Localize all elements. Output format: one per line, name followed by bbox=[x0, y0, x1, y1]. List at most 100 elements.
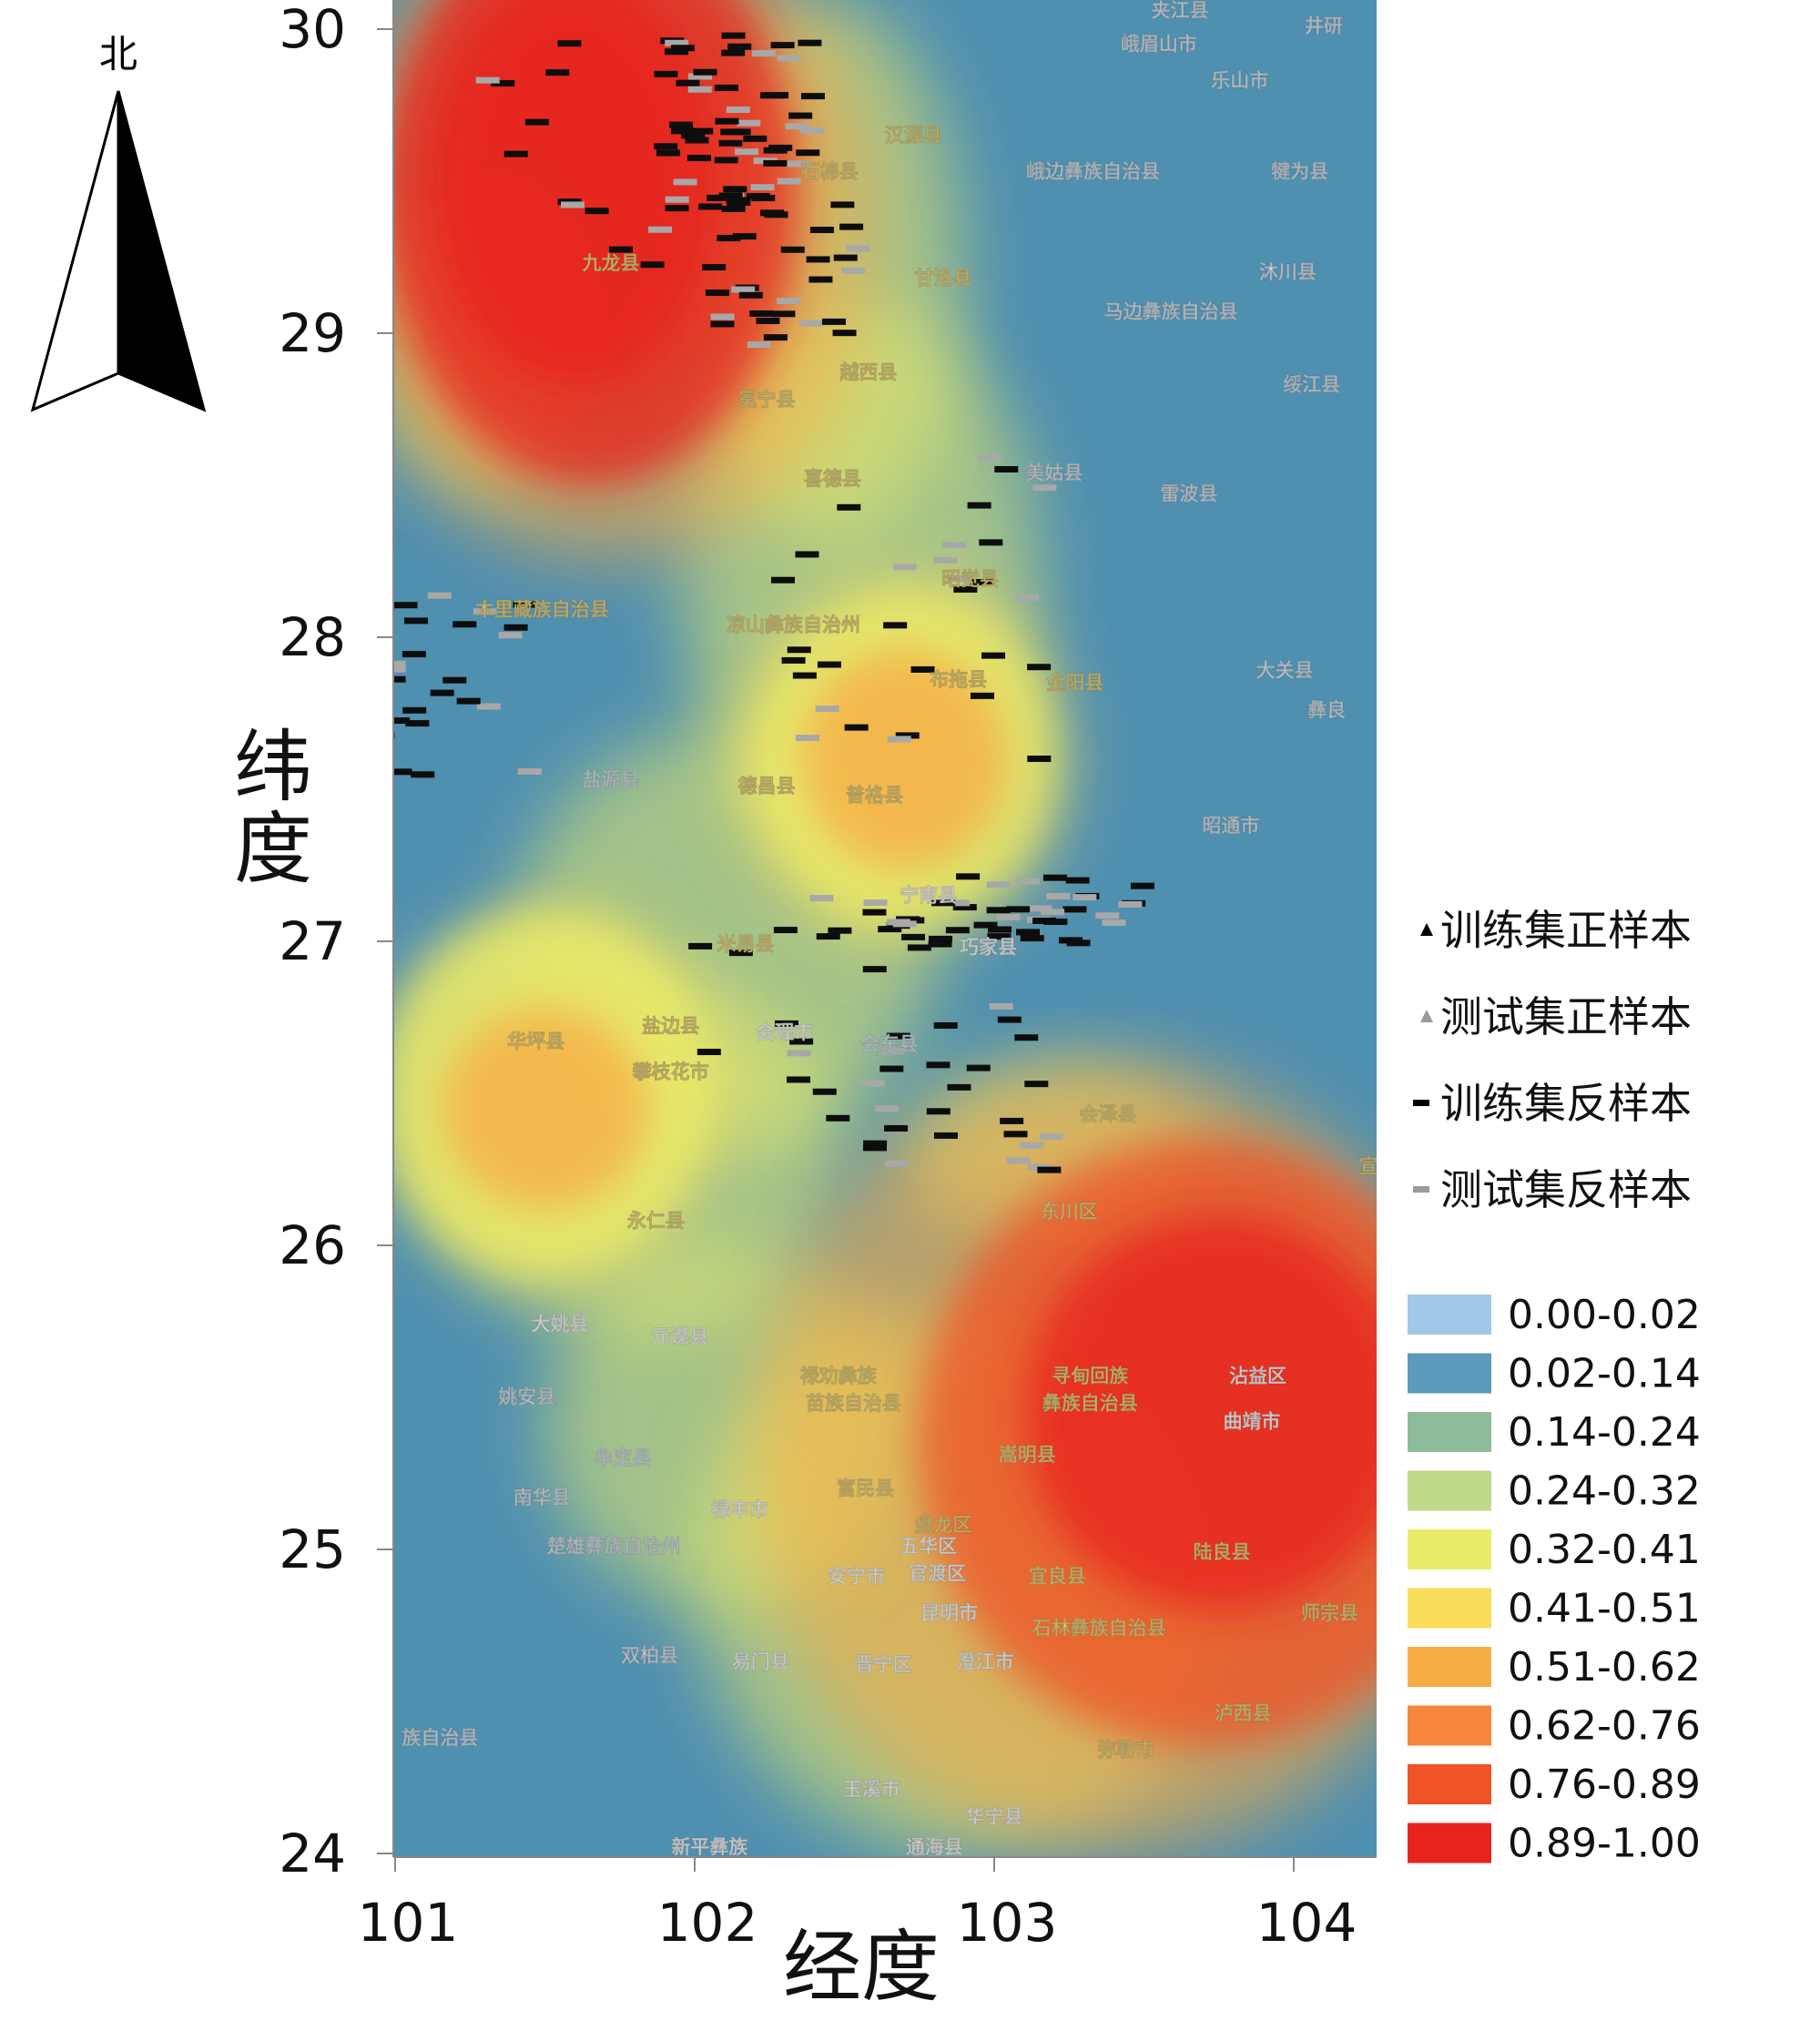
train-negative-sample bbox=[698, 203, 723, 210]
place-label: 犍为县 bbox=[1271, 161, 1328, 183]
x-tick-label: 101 bbox=[358, 1892, 459, 1954]
legend-class-swatch bbox=[1408, 1705, 1491, 1746]
train-negative-sample bbox=[953, 585, 978, 593]
train-negative-sample bbox=[640, 261, 665, 269]
test-negative-sample bbox=[517, 767, 542, 775]
train-negative-sample bbox=[879, 1065, 904, 1072]
train-negative-sample bbox=[718, 139, 743, 147]
place-label: 彝族自治县 bbox=[1042, 1392, 1138, 1414]
susceptibility-zone bbox=[442, 1008, 647, 1209]
train-negative-sample bbox=[763, 147, 788, 154]
train-negative-sample bbox=[705, 289, 729, 297]
test-negative-sample bbox=[747, 341, 771, 349]
test-negative-sample bbox=[846, 245, 870, 252]
place-label: 峨眉山市 bbox=[1121, 33, 1197, 55]
train-negative-sample bbox=[770, 42, 795, 49]
train-negative-sample bbox=[781, 656, 806, 664]
test-negative-sample bbox=[751, 50, 776, 57]
x-tick-label: 104 bbox=[1256, 1892, 1357, 1954]
train-negative-sample bbox=[862, 1144, 887, 1152]
test-negative-sample bbox=[815, 706, 839, 713]
test-negative-sample bbox=[726, 107, 750, 114]
place-label: 盐源县 bbox=[582, 769, 639, 791]
train-negative-sample bbox=[997, 1016, 1022, 1023]
place-label: 楚雄彝族自治州 bbox=[547, 1535, 681, 1557]
place-label: 会东县 bbox=[860, 1033, 918, 1055]
place-label: 寻甸回族 bbox=[1052, 1365, 1129, 1386]
train-negative-sample bbox=[1006, 906, 1031, 913]
place-label: 安宁市 bbox=[828, 1566, 885, 1588]
train-negative-sample bbox=[884, 1124, 909, 1132]
train-negative-sample bbox=[402, 706, 427, 714]
place-label: 雷波县 bbox=[1160, 483, 1217, 505]
train-negative-sample bbox=[862, 909, 887, 916]
north-arrow-label: 北 bbox=[99, 32, 137, 76]
train-negative-sample bbox=[979, 539, 1003, 546]
train-negative-sample bbox=[369, 564, 392, 570]
train-negative-sample bbox=[883, 622, 908, 629]
train-negative-sample bbox=[717, 235, 741, 242]
train-negative-sample bbox=[1063, 906, 1087, 913]
train-negative-sample bbox=[393, 675, 406, 683]
train-negative-sample bbox=[788, 112, 813, 119]
test-negative-sample bbox=[473, 608, 497, 615]
place-label: 双柏县 bbox=[621, 1645, 678, 1667]
train-negative-sample bbox=[929, 935, 953, 942]
y-tick-label: 28 bbox=[279, 606, 346, 668]
north-arrow-left-half-icon bbox=[30, 90, 120, 412]
test-negative-sample bbox=[1095, 912, 1120, 919]
test-negative-sample bbox=[787, 160, 811, 168]
legend-class-swatch bbox=[1408, 1764, 1491, 1804]
train-negative-sample bbox=[689, 127, 714, 135]
train-negative-sample bbox=[721, 49, 746, 56]
place-label: 昭觉县 bbox=[941, 568, 999, 590]
train-negative-sample bbox=[837, 503, 861, 511]
train-negative-sample bbox=[727, 43, 752, 50]
train-negative-sample bbox=[760, 92, 785, 99]
x-axis-label: 经度 bbox=[783, 1922, 940, 2013]
place-label: 昭通市 bbox=[1202, 815, 1259, 837]
place-label: 大姚县 bbox=[531, 1314, 588, 1335]
place-label: 五华区 bbox=[900, 1535, 957, 1557]
test-negative-sample bbox=[946, 899, 971, 907]
train-negative-sample bbox=[669, 121, 694, 128]
axes: 101 102 103 104 24 25 26 27 28 29 30 经度 纬 度 bbox=[234, 0, 1377, 2013]
legend-class-label: 0.24-0.32 bbox=[1508, 1468, 1701, 1515]
test-negative-sample bbox=[1032, 484, 1057, 492]
legend-marker-label: 训练集反样本 bbox=[1440, 1079, 1692, 1128]
train-negative-sample bbox=[710, 320, 735, 328]
train-negative-sample bbox=[732, 233, 757, 240]
test-negative-sample bbox=[892, 564, 917, 571]
train-negative-sample bbox=[787, 1076, 811, 1083]
train-negative-sample bbox=[656, 149, 681, 157]
train-negative-sample bbox=[774, 1020, 798, 1027]
train-negative-sample bbox=[933, 1132, 958, 1139]
test-negative-sample bbox=[737, 119, 761, 127]
place-label: 沾益区 bbox=[1229, 1365, 1286, 1386]
place-label: 米易县 bbox=[717, 933, 774, 955]
sample-points-layer bbox=[369, 32, 1154, 1173]
test-negative-sample bbox=[996, 914, 1021, 921]
place-label: 师宗县 bbox=[1301, 1602, 1358, 1624]
train-negative-sample bbox=[907, 944, 931, 951]
legend-class-swatch bbox=[1408, 1823, 1491, 1863]
train-negative-sample bbox=[828, 927, 852, 934]
test-negative-sample bbox=[1016, 878, 1041, 885]
train-negative-sample bbox=[749, 310, 774, 317]
test-negative-sample bbox=[884, 1160, 909, 1167]
place-label: 大关县 bbox=[1256, 659, 1314, 681]
test-negative-sample bbox=[498, 632, 523, 639]
train-negative-sample bbox=[723, 186, 747, 193]
train-negative-sample bbox=[952, 904, 977, 911]
test-negative-sample bbox=[750, 184, 775, 191]
legend-class-label: 0.51-0.62 bbox=[1508, 1644, 1701, 1691]
test-negative-sample bbox=[393, 660, 406, 667]
test-negative-sample bbox=[1046, 892, 1071, 899]
train-negative-sample bbox=[721, 32, 746, 39]
place-label: 族自治县 bbox=[402, 1727, 478, 1749]
train-negative-sample bbox=[839, 223, 864, 230]
train-negative-sample bbox=[393, 604, 395, 611]
place-label: 凉山彝族自治州 bbox=[727, 614, 860, 635]
